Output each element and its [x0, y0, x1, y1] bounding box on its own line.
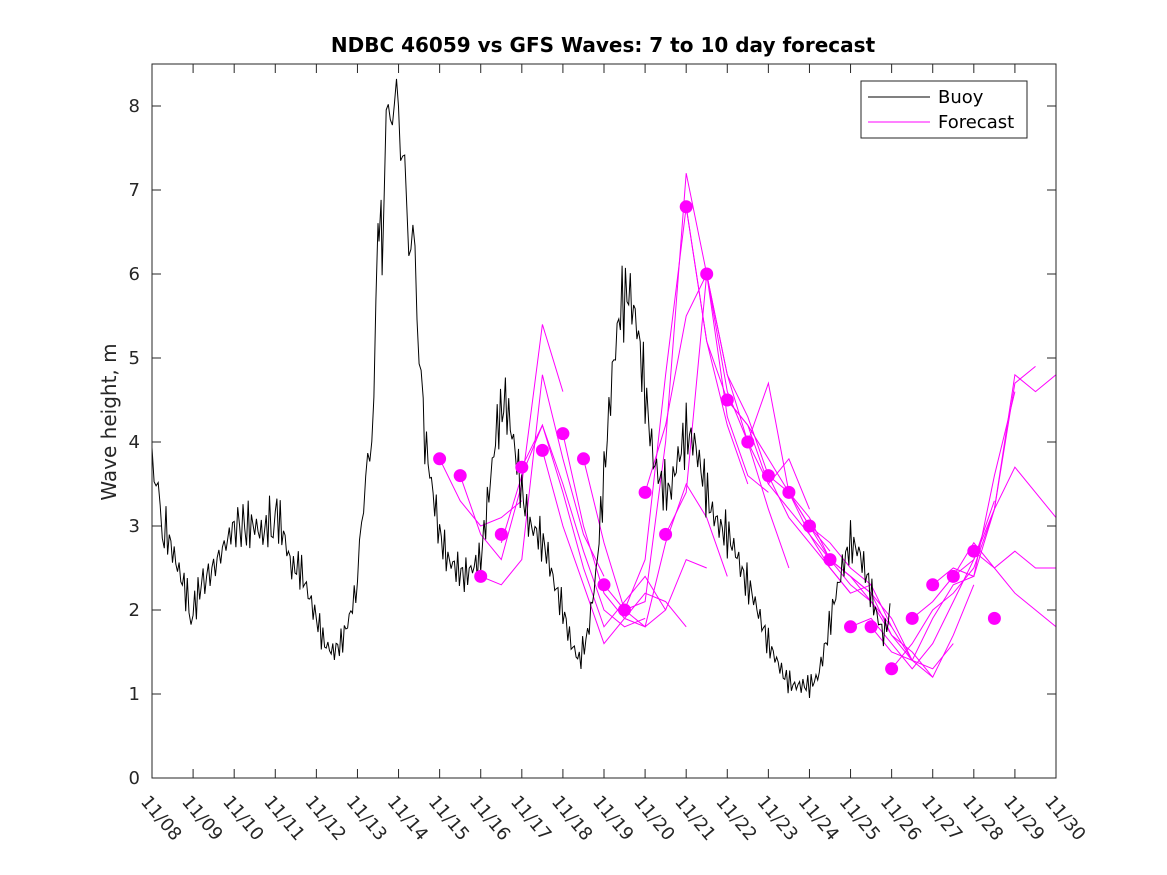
x-tick-label: 11/08 — [136, 792, 185, 845]
forecast-line — [726, 399, 872, 594]
x-tick-label: 11/11 — [259, 792, 308, 845]
forecast-line — [747, 381, 892, 628]
forecast-line — [973, 550, 1057, 628]
forecast-marker — [864, 620, 878, 634]
x-tick-label: 11/10 — [218, 792, 267, 845]
forecast-marker — [782, 485, 796, 499]
y-tick-label: 4 — [129, 432, 140, 453]
forecast-marker — [597, 578, 611, 592]
forecast-marker — [844, 620, 857, 634]
forecast-marker — [679, 200, 693, 214]
legend-forecast-label: Forecast — [938, 112, 1014, 133]
forecast-marker — [453, 469, 467, 483]
y-axis-label: Wave height, m — [97, 343, 121, 500]
forecast-line — [624, 173, 769, 611]
forecast-marker — [638, 485, 652, 499]
forecast-marker — [494, 527, 508, 541]
x-tick-label: 11/22 — [711, 792, 760, 845]
forecast-line — [891, 366, 1036, 670]
forecast-marker — [535, 443, 549, 457]
forecast-line — [932, 466, 1057, 586]
y-tick-label: 1 — [129, 684, 140, 705]
forecast-marker — [700, 267, 714, 281]
forecast-marker — [987, 611, 1001, 625]
marker-layer — [433, 200, 1001, 676]
forecast-marker — [659, 527, 673, 541]
x-tick-label: 11/09 — [177, 792, 226, 845]
forecast-marker — [741, 435, 755, 449]
y-tick-label: 0 — [129, 768, 140, 789]
buoy-line — [151, 78, 891, 699]
forecast-marker — [474, 569, 488, 583]
forecast-marker — [885, 662, 899, 676]
x-tick-label: 11/28 — [958, 792, 1007, 845]
x-tick-label: 11/16 — [465, 792, 514, 845]
forecast-line — [603, 206, 749, 611]
x-tick-label: 11/15 — [424, 792, 473, 845]
legend: Buoy Forecast — [860, 80, 1028, 139]
x-tick-label: 11/14 — [383, 792, 432, 845]
x-tick-label: 11/18 — [547, 792, 596, 845]
y-tick-label: 2 — [129, 600, 140, 621]
legend-buoy-label: Buoy — [938, 87, 984, 108]
forecast-marker — [720, 393, 734, 407]
forecast-line — [541, 450, 687, 645]
x-tick-label: 11/30 — [1040, 792, 1089, 845]
forecast-marker — [823, 553, 837, 567]
x-tick-label: 11/21 — [670, 792, 719, 845]
forecast-line — [829, 559, 975, 678]
forecast-line — [439, 458, 523, 527]
forecast-marker — [946, 569, 960, 583]
forecast-marker — [967, 544, 981, 558]
legend-box — [860, 80, 1028, 139]
x-tick-label: 11/24 — [794, 792, 843, 845]
forecast-marker — [556, 427, 570, 441]
forecast-marker — [761, 469, 775, 483]
forecast-line — [459, 324, 564, 561]
forecast-line — [480, 374, 605, 586]
y-tick-label: 3 — [129, 516, 140, 537]
x-tick-label: 11/27 — [917, 792, 966, 845]
forecast-line — [665, 273, 810, 535]
y-tick-label: 5 — [129, 348, 140, 369]
y-tick-label: 8 — [129, 96, 140, 117]
y-tick-label: 6 — [129, 264, 140, 285]
x-tick-label: 11/29 — [999, 792, 1048, 845]
x-tick-label: 11/17 — [506, 792, 555, 845]
y-tick-label: 7 — [129, 180, 140, 201]
x-tick-label: 11/26 — [876, 792, 925, 845]
forecast-line — [562, 433, 707, 628]
forecast-marker — [803, 519, 816, 533]
forecast-marker — [905, 611, 919, 625]
x-tick-label: 11/12 — [301, 792, 350, 845]
chart-title: NDBC 46059 vs GFS Waves: 7 to 10 day for… — [331, 33, 876, 57]
x-tick-label: 11/25 — [835, 792, 884, 845]
x-tick-label: 11/13 — [342, 792, 391, 845]
plot-area — [152, 64, 1056, 778]
forecast-line — [911, 373, 1057, 619]
forecast-marker — [515, 460, 529, 474]
forecast-line — [583, 458, 728, 628]
forecast-marker — [577, 452, 590, 466]
forecast-marker — [926, 578, 940, 592]
x-tick-label: 11/23 — [753, 792, 802, 845]
x-tick-label: 11/19 — [588, 792, 637, 845]
x-tick-label: 11/20 — [629, 792, 678, 845]
forecast-marker — [618, 603, 631, 617]
forecast-marker — [433, 452, 447, 466]
